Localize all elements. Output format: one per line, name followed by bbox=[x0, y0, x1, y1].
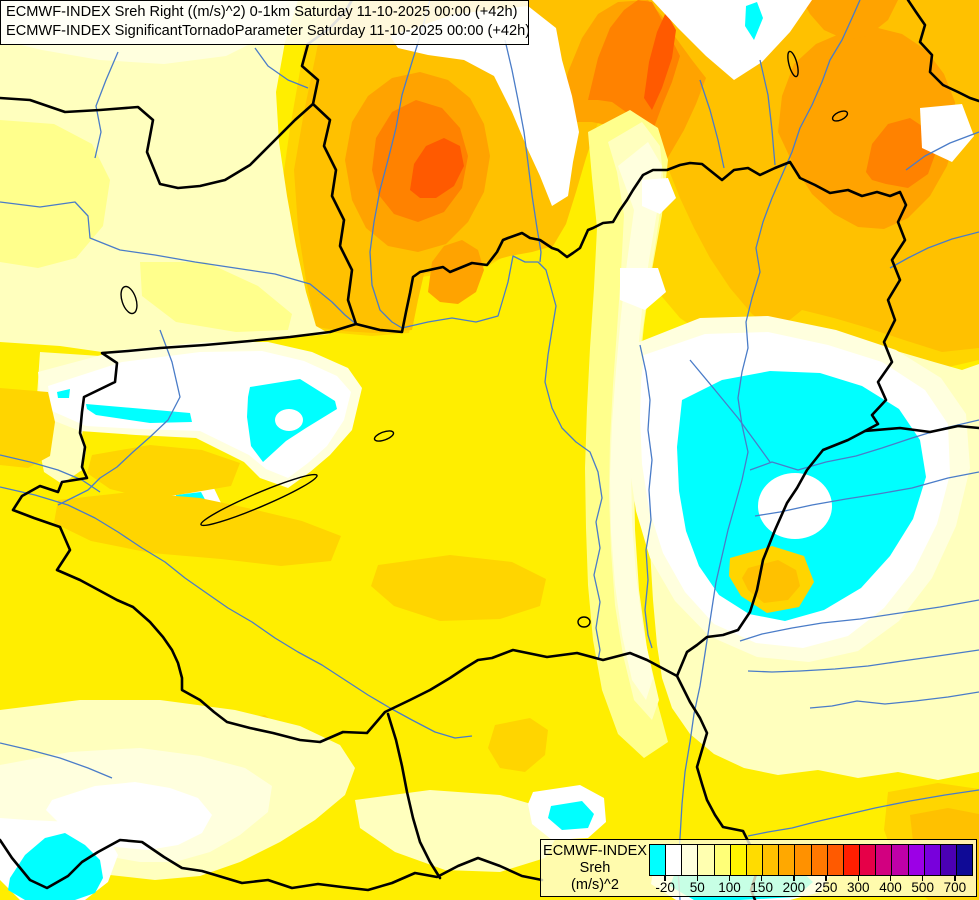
colorbar-swatch bbox=[876, 845, 893, 875]
colorbar-swatch bbox=[940, 845, 957, 875]
colorbar-swatch bbox=[763, 845, 780, 875]
colorbar-swatch bbox=[892, 845, 909, 875]
colorbar-tick-label: -20 bbox=[655, 880, 675, 895]
lake-velence-outline bbox=[373, 430, 395, 442]
colorbar-swatch bbox=[860, 845, 877, 875]
colorbar-tick-mark bbox=[664, 876, 666, 881]
colorbar-tick-mark bbox=[696, 876, 699, 881]
colorbar-tick-label: 100 bbox=[718, 880, 741, 895]
colorbar-tick-mark bbox=[889, 876, 892, 881]
colorbar-swatch bbox=[956, 845, 973, 875]
colorbar-tick-mark bbox=[921, 876, 924, 881]
colorbar-swatch bbox=[779, 845, 796, 875]
colorbar-tick-label: 700 bbox=[943, 880, 967, 895]
legend: ECMWF-INDEX Sreh (m/s)^2 -20 50 100 150 200 2… bbox=[540, 839, 977, 897]
colorbar-swatch bbox=[924, 845, 941, 875]
colorbar-swatch bbox=[650, 845, 667, 875]
title-line-2: ECMWF-INDEX SignificantTornadoParameter … bbox=[6, 23, 529, 39]
colorbar-tick-label: 150 bbox=[750, 880, 773, 895]
title-bar: ECMWF-INDEX Sreh Right ((m/s)^2) 0-1km S… bbox=[0, 0, 529, 45]
colorbar-tick-label: 250 bbox=[814, 880, 838, 895]
colorbar-swatch bbox=[682, 845, 699, 875]
colorbar-swatch bbox=[908, 845, 925, 875]
colorbar-swatch bbox=[827, 845, 844, 875]
legend-parameter-label: Sreh bbox=[579, 860, 611, 876]
lake-balaton-outline bbox=[200, 473, 318, 527]
colorbar-tick-mark bbox=[954, 876, 956, 881]
colorbar-tick-mark bbox=[857, 876, 860, 881]
colorbar-tick-mark bbox=[793, 876, 795, 881]
colorbar-swatch bbox=[666, 845, 683, 875]
colorbar-swatch bbox=[730, 845, 747, 875]
lake-neusiedl-outline bbox=[120, 285, 138, 315]
colorbar-tick-label: 500 bbox=[911, 880, 934, 895]
colorbar-wrap: -20 50 100 150 200 250 300 400 500 700 bbox=[649, 844, 973, 895]
colorbar-swatch bbox=[698, 845, 715, 875]
colorbar-tick-mark bbox=[760, 876, 763, 881]
colorbar-swatch bbox=[746, 845, 764, 875]
colorbar-swatch bbox=[811, 845, 828, 875]
colorbar-tick-mark bbox=[728, 876, 731, 881]
lake-outlines bbox=[120, 50, 849, 628]
colorbar bbox=[649, 844, 973, 876]
colorbar-tick-label: 300 bbox=[847, 880, 870, 895]
colorbar-tick-mark bbox=[825, 876, 827, 881]
colorbar-tick-label: 200 bbox=[782, 880, 806, 895]
colorbar-tick-label: 400 bbox=[879, 880, 902, 895]
legend-unit-label: (m/s)^2 bbox=[571, 877, 619, 893]
legend-model-label: ECMWF-INDEX bbox=[543, 843, 647, 859]
colorbar-tick-label: 50 bbox=[689, 880, 705, 895]
colorbar-swatch bbox=[843, 845, 861, 875]
colorbar-swatch bbox=[795, 845, 812, 875]
legend-labels: ECMWF-INDEX Sreh (m/s)^2 bbox=[543, 843, 647, 894]
colorbar-swatch bbox=[714, 845, 731, 875]
title-line-1: ECMWF-INDEX Sreh Right ((m/s)^2) 0-1km S… bbox=[6, 4, 518, 20]
